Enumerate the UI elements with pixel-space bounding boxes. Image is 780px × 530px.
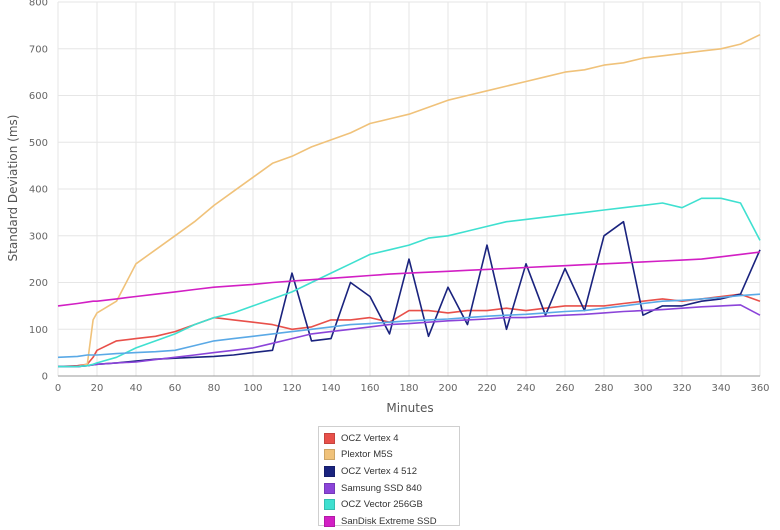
legend-label: OCZ Vertex 4 [341, 432, 399, 444]
legend-label: OCZ Vertex 4 512 [341, 465, 418, 477]
x-tick-label: 20 [91, 383, 104, 394]
legend-swatch [324, 482, 335, 494]
x-tick-label: 160 [360, 383, 379, 394]
x-tick-label: 40 [130, 383, 143, 394]
legend-swatch [324, 432, 335, 444]
legend-swatch [324, 499, 335, 511]
legend-label: OCZ Vector 256GB [341, 499, 423, 511]
y-tick-label: 0 [42, 372, 48, 383]
y-tick-label: 700 [29, 44, 48, 55]
y-tick-label: 500 [29, 138, 48, 149]
chart-legend: OCZ Vertex 4 Plextor M5S OCZ Vertex 4 512 S… [318, 426, 460, 527]
x-tick-label: 280 [594, 383, 613, 394]
series-lines [57, 33, 761, 368]
series-line-6 [57, 251, 761, 307]
x-tick-label: 220 [477, 383, 496, 394]
legend-label: Samsung SSD 840 [341, 482, 422, 494]
y-tick-label: 100 [29, 325, 48, 336]
x-tick-label: 240 [516, 383, 535, 394]
legend-item: Samsung SSD 840 [324, 480, 459, 497]
x-tick-label: 140 [321, 383, 340, 394]
x-tick-label: 0 [55, 383, 61, 394]
legend-swatch [324, 449, 335, 461]
x-tick-label: 360 [750, 383, 769, 394]
x-tick-label: 320 [672, 383, 691, 394]
x-tick-label: 340 [711, 383, 730, 394]
series-line-2 [58, 33, 761, 368]
y-tick-label: 400 [29, 185, 48, 196]
series-line-5 [58, 197, 761, 368]
x-tick-label: 120 [282, 383, 301, 394]
legend-label: Plextor M5S [341, 449, 393, 461]
y-tick-label: 200 [29, 278, 48, 289]
series-line-4 [58, 304, 761, 368]
legend-swatch [324, 465, 335, 477]
axes: 0 100 200 300 400 500 600 700 800 0 20 40 60 80 100 120… [29, 0, 770, 394]
y-axis-title: Standard Deviation (ms) [6, 115, 20, 262]
legend-item: OCZ Vertex 4 512 [324, 463, 459, 480]
legend-item: SanDisk Extreme SSD [324, 513, 459, 530]
line-chart: 0 100 200 300 400 500 600 700 800 0 20 40 60 80 100 120… [6, 0, 770, 415]
x-axis-title: Minutes [386, 401, 433, 415]
x-tick-label: 200 [438, 383, 457, 394]
legend-swatch [324, 515, 335, 527]
gridlines [57, 1, 761, 377]
legend-item: Plextor M5S [324, 447, 459, 464]
series-line-7 [57, 293, 761, 359]
x-tick-label: 300 [633, 383, 652, 394]
legend-item: OCZ Vertex 4 [324, 430, 459, 447]
x-tick-label: 80 [208, 383, 221, 394]
y-tick-label: 300 [29, 231, 48, 242]
x-tick-label: 60 [169, 383, 182, 394]
legend-item: OCZ Vector 256GB [324, 496, 459, 513]
x-tick-label: 100 [243, 383, 262, 394]
legend-label: SanDisk Extreme SSD [341, 515, 437, 527]
y-tick-label: 600 [29, 91, 48, 102]
y-tick-label: 800 [29, 0, 48, 9]
x-tick-label: 260 [555, 383, 574, 394]
x-tick-label: 180 [399, 383, 418, 394]
